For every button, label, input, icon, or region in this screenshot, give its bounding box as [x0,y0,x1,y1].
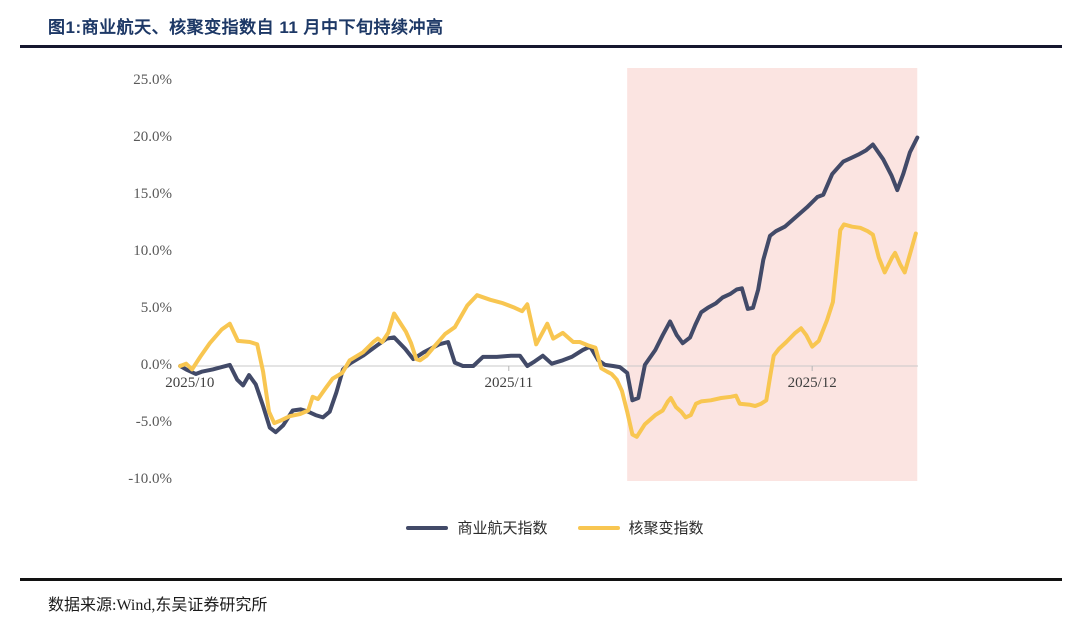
chart-legend: 商业航天指数 核聚变指数 [0,517,1080,538]
y-tick-label: 15.0% [133,185,172,202]
highlight-region [627,68,918,481]
y-tick-label: 0.0% [140,357,172,373]
x-tick-label: 2025/12 [787,375,837,391]
legend-line-swatch [577,525,620,530]
legend-line-swatch [406,525,449,530]
legend-label: 核聚变指数 [628,521,704,537]
x-tick-label: 2025/10 [165,375,215,391]
legend-label: 商业航天指数 [457,521,548,537]
legend-item: 商业航天指数 [406,517,548,538]
y-tick-label: 10.0% [133,242,172,259]
series-line-商业航天指数 [178,135,920,435]
legend-item: 核聚变指数 [577,517,704,538]
y-tick-label: 20.0% [133,128,172,145]
y-tick-label: 5.0% [140,299,172,316]
title-divider-line [20,45,1062,48]
footer-divider-line [20,578,1062,581]
y-tick-label: -5.0% [135,414,172,431]
figure-title: 图1:商业航天、核聚变指数自 11 月中下旬持续冲高 [48,18,444,37]
data-source-note: 数据来源:Wind,东吴证券研究所 [48,597,268,614]
y-tick-label: -10.0% [128,471,172,488]
x-tick-label: 2025/11 [484,375,534,391]
series-line-核聚变指数 [178,222,918,439]
y-tick-label: 25.0% [133,71,172,88]
